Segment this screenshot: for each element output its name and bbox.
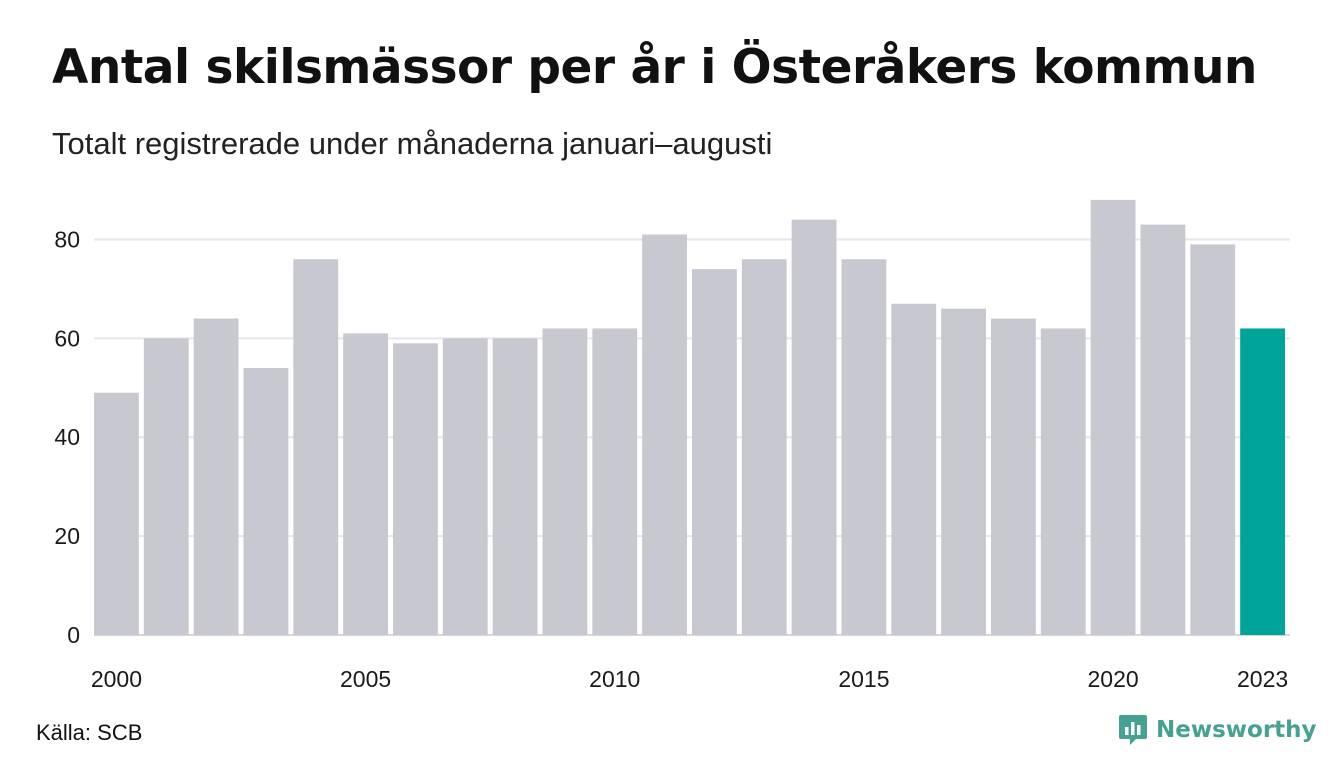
y-axis-ticks: 0 20 40 60 80 bbox=[54, 226, 80, 648]
bar-2013 bbox=[741, 259, 787, 635]
chart-title: Antal skilsmässor per år i Österåkers ko… bbox=[52, 40, 1257, 95]
bar-2016 bbox=[891, 303, 937, 635]
bar-2005 bbox=[343, 333, 388, 635]
y-tick-label: 80 bbox=[54, 226, 80, 252]
bar-chart: 0 20 40 60 80 2000 2005 2010 2015 2020 2023 bbox=[54, 199, 1290, 692]
bar-2012 bbox=[692, 269, 737, 635]
brand-logo: Newsworthy bbox=[1118, 713, 1317, 747]
bar-2022 bbox=[1190, 244, 1236, 635]
bar-2014 bbox=[791, 219, 837, 636]
y-tick-label: 40 bbox=[54, 424, 80, 450]
y-tick-label: 20 bbox=[54, 523, 80, 549]
bar-2004 bbox=[293, 259, 339, 635]
bar-2009 bbox=[542, 328, 588, 635]
bar-2008 bbox=[492, 338, 538, 635]
y-tick-label: 0 bbox=[67, 622, 80, 648]
bar-2018 bbox=[991, 318, 1036, 635]
chart-subtitle: Totalt registrerade under månaderna janu… bbox=[52, 126, 773, 161]
bar-2011 bbox=[642, 234, 687, 635]
bar-2007 bbox=[442, 338, 488, 635]
newsworthy-logo-icon bbox=[1119, 715, 1147, 745]
bar-2000 bbox=[94, 392, 139, 635]
bars bbox=[94, 199, 1285, 636]
x-tick-label: 2005 bbox=[340, 666, 391, 692]
x-tick-label: 2000 bbox=[91, 666, 142, 692]
bar-2019 bbox=[1040, 328, 1086, 635]
bar-2006 bbox=[393, 343, 438, 635]
bar-2001 bbox=[143, 338, 189, 635]
bar-2020 bbox=[1090, 199, 1136, 635]
bar-2023 bbox=[1240, 328, 1285, 635]
x-tick-label: 2010 bbox=[589, 666, 640, 692]
x-axis-ticks: 2000 2005 2010 2015 2020 2023 bbox=[91, 666, 1288, 692]
bar-2021 bbox=[1140, 224, 1186, 636]
x-tick-label: 2023 bbox=[1237, 666, 1288, 692]
brand-name: Newsworthy bbox=[1156, 717, 1317, 743]
bar-2017 bbox=[941, 308, 986, 635]
y-tick-label: 60 bbox=[54, 325, 80, 351]
bar-2010 bbox=[592, 328, 638, 635]
bar-2003 bbox=[243, 368, 289, 635]
bar-2002 bbox=[193, 318, 239, 635]
x-tick-label: 2020 bbox=[1087, 666, 1138, 692]
bar-2015 bbox=[841, 259, 887, 635]
source-note: Källa: SCB bbox=[36, 720, 143, 745]
x-tick-label: 2015 bbox=[838, 666, 889, 692]
